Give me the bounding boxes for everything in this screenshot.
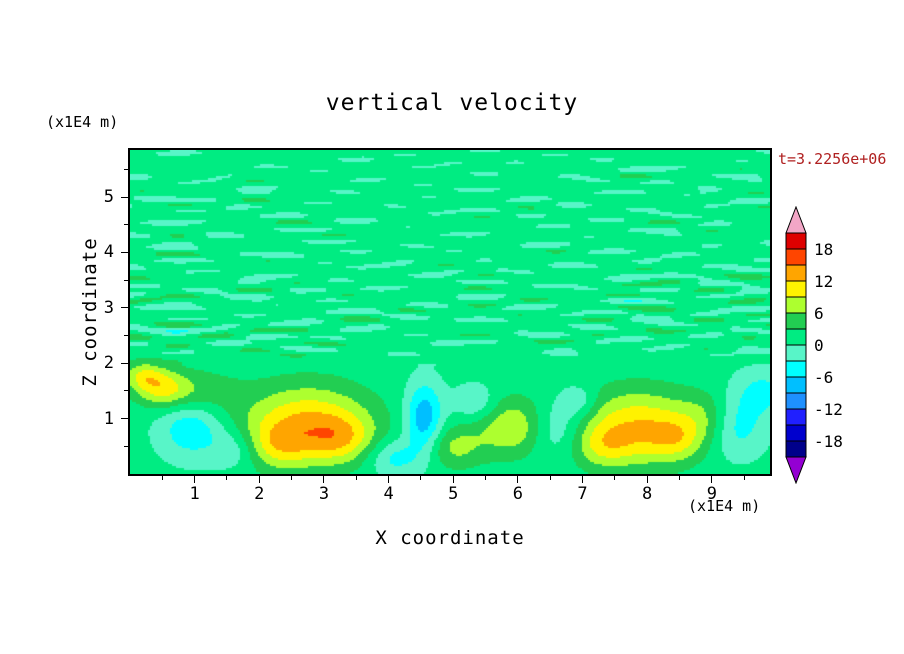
x-tick-label: 5 bbox=[448, 484, 459, 504]
z-tick-label: 5 bbox=[103, 187, 114, 208]
colorbar-label: 18 bbox=[814, 240, 834, 259]
z-tick-mark bbox=[121, 418, 128, 420]
x-minor-tick-mark bbox=[678, 476, 680, 480]
x-tick-label: 9 bbox=[706, 484, 717, 504]
x-tick-label: 6 bbox=[512, 484, 523, 504]
colorbar-arrow-top bbox=[785, 205, 807, 234]
x-tick-label: 4 bbox=[383, 484, 394, 504]
x-tick-mark bbox=[258, 476, 260, 483]
colorbar-label: 12 bbox=[814, 272, 834, 291]
time-label: t=3.2256e+06 bbox=[778, 150, 887, 168]
colorbar-label: -12 bbox=[814, 400, 843, 419]
z-tick-mark bbox=[121, 362, 128, 364]
colorbar-segment bbox=[785, 376, 807, 394]
colorbar-segment bbox=[785, 424, 807, 442]
colorbar-segment bbox=[785, 248, 807, 266]
x-minor-tick-mark bbox=[614, 476, 616, 480]
x-tick-mark bbox=[582, 476, 584, 483]
contour-canvas bbox=[130, 150, 770, 474]
x-minor-tick-mark bbox=[485, 476, 487, 480]
colorbar-segment bbox=[785, 232, 807, 250]
z-unit-label: (x1E4 m) bbox=[46, 113, 119, 131]
z-tick-label: 4 bbox=[103, 242, 114, 263]
colorbar-label: 6 bbox=[814, 304, 824, 323]
x-axis-label: X coordinate bbox=[375, 527, 525, 549]
colorbar-label: -18 bbox=[814, 432, 843, 451]
x-tick-mark bbox=[646, 476, 648, 483]
z-tick-label: 3 bbox=[103, 297, 114, 318]
x-tick-label: 7 bbox=[577, 484, 588, 504]
colorbar-segment bbox=[785, 392, 807, 410]
colorbar-segment bbox=[785, 280, 807, 298]
z-tick-label: 1 bbox=[103, 408, 114, 429]
colorbar-arrow-bottom bbox=[785, 456, 807, 485]
z-minor-tick-mark bbox=[124, 390, 128, 392]
plot-frame bbox=[128, 148, 772, 476]
x-tick-mark bbox=[711, 476, 713, 483]
colorbar-label: -6 bbox=[814, 368, 834, 387]
x-tick-mark bbox=[388, 476, 390, 483]
x-tick-mark bbox=[323, 476, 325, 483]
colorbar-segment bbox=[785, 360, 807, 378]
x-tick-mark bbox=[452, 476, 454, 483]
z-minor-tick-mark bbox=[124, 168, 128, 170]
x-minor-tick-mark bbox=[226, 476, 228, 480]
x-minor-tick-mark bbox=[743, 476, 745, 480]
x-unit-label: (x1E4 m) bbox=[688, 497, 761, 515]
x-minor-tick-mark bbox=[420, 476, 422, 480]
colorbar bbox=[785, 205, 807, 488]
x-minor-tick-mark bbox=[549, 476, 551, 480]
colorbar-segment bbox=[785, 408, 807, 426]
z-tick-mark bbox=[121, 251, 128, 253]
x-tick-label: 1 bbox=[189, 484, 200, 504]
z-minor-tick-mark bbox=[124, 224, 128, 226]
x-tick-label: 8 bbox=[642, 484, 653, 504]
z-minor-tick-mark bbox=[124, 335, 128, 337]
z-tick-label: 2 bbox=[103, 353, 114, 374]
x-tick-mark bbox=[194, 476, 196, 483]
colorbar-segment bbox=[785, 296, 807, 314]
colorbar-segment bbox=[785, 312, 807, 330]
colorbar-svg bbox=[785, 205, 807, 485]
colorbar-label: 0 bbox=[814, 336, 824, 355]
z-minor-tick-mark bbox=[124, 279, 128, 281]
z-minor-tick-mark bbox=[124, 445, 128, 447]
colorbar-segment bbox=[785, 440, 807, 458]
colorbar-segment bbox=[785, 264, 807, 282]
colorbar-segment bbox=[785, 344, 807, 362]
x-tick-label: 3 bbox=[318, 484, 330, 504]
x-minor-tick-mark bbox=[355, 476, 357, 480]
x-minor-tick-mark bbox=[161, 476, 163, 480]
x-minor-tick-mark bbox=[291, 476, 293, 480]
colorbar-segment bbox=[785, 328, 807, 346]
z-tick-mark bbox=[121, 196, 128, 198]
x-tick-mark bbox=[517, 476, 519, 483]
z-tick-mark bbox=[121, 307, 128, 309]
plot-title: vertical velocity bbox=[325, 90, 579, 116]
x-tick-label: 2 bbox=[254, 484, 265, 504]
